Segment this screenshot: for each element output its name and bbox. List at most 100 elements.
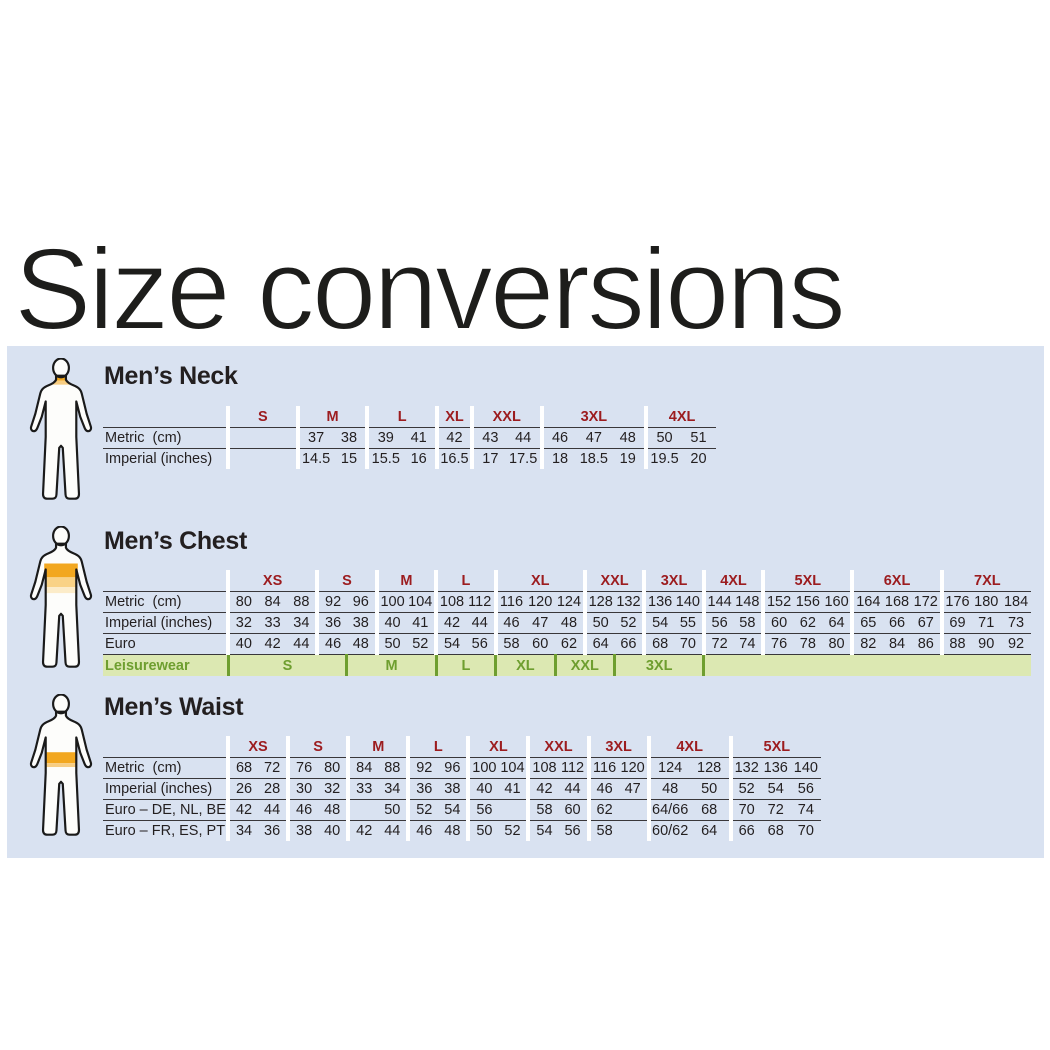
corner-cell [103,736,228,758]
mens-waist-size-table: XS S M L XL XXL 3XL 4XL 5XL Metric (cm) 68 72 76 80 84… [103,736,821,841]
row-label: Imperial (inches) [103,778,228,800]
size-value-cell: 32 [226,612,258,634]
size-data-row: Metric (cm) 37 38 39 41 42 43 44 46 47 48 50 51 [103,427,716,449]
size-value-cell: 58 [586,820,619,841]
size-value-cell: 58 [733,612,764,634]
size-group-label: XS [225,736,289,758]
size-value-cell: 40 [374,612,407,634]
row-label: Euro [103,633,228,655]
size-group-label: 4XL [644,406,716,428]
leisurewear-band-label: M [345,654,437,676]
size-group-label: 3XL [642,570,704,592]
size-group-label: XXL [469,406,542,428]
size-value-cell: 33 [257,612,288,634]
section-heading-mens-chest: Men’s Chest [104,527,248,555]
size-group-label: XL [466,736,529,758]
size-value-cell: 52 [504,823,521,839]
size-value-cell: 168 [882,591,912,613]
section-heading-mens-neck: Men’s Neck [104,362,238,390]
size-value-cell: 84 [882,633,912,655]
size-value-cell: 64 [822,612,853,634]
size-value-cell: 100 [374,591,407,613]
size-value-cell: 80 [822,633,853,655]
size-value-cell: 70 [728,799,761,821]
size-value-cell: 54 [760,778,791,800]
size-value-cell: 100 [466,757,499,779]
size-value-cell: 72 [701,633,734,655]
leisurewear-label: Leisurewear [103,654,228,676]
corner-cell [103,406,228,428]
size-value-cell: 56 [465,633,496,655]
size-value-cell: 120 [618,757,649,779]
size-group-label: 6XL [850,570,942,592]
size-data-row: Metric (cm) 68 72 76 80 84 88 92 96 100 104 108 112 1… [103,757,821,779]
size-value-cell: 96 [346,591,377,613]
page-title: Size conversions [13,223,847,354]
size-value-cell: 26 [225,778,259,800]
size-value-cell: 136 [760,757,791,779]
size-value-cell: 20 [690,451,707,467]
size-value-cell: 42 [225,799,259,821]
size-value-cell: 160 [822,591,853,613]
size-value-cell: 96 [438,757,469,779]
size-data-row: Imperial (inches) 32 33 34 36 38 40 41 42 44 46 47 4… [103,612,1031,634]
size-group-label: 4XL [701,570,764,592]
size-value-cell: 62 [586,799,619,821]
size-group-label: XXL [526,736,589,758]
size-value-cell: 184 [1001,591,1031,613]
size-value-cell: 19 [619,451,636,467]
size-group-label: XL [493,570,585,592]
leisurewear-band-label: 3XL [613,654,704,676]
size-value-cell: 15.5 [365,448,403,469]
size-group-label: 7XL [939,570,1031,592]
row-label: Metric (cm) [103,591,228,613]
size-value-cell: 46 [286,799,319,821]
size-value-cell: 88 [287,591,318,613]
size-group-label: L [434,570,496,592]
size-value-cell: 47 [525,612,556,634]
size-value-cell: 69 [939,612,972,634]
size-value-cell: 44 [258,799,289,821]
size-value-cell: 48 [444,823,461,839]
size-value-cell: 48 [646,778,690,800]
size-value-cell: 41 [402,427,438,449]
size-value-cell: 124 [555,591,585,613]
corner-cell [103,570,228,592]
size-value-cell: 18.5 [579,451,608,467]
size-value-cell: 39 [365,427,403,449]
size-value-cell: 56 [564,823,581,839]
size-value-cell: 108 [526,757,559,779]
size-value-cell: 52 [728,778,761,800]
size-group-label: XL [435,406,472,428]
size-data-row: Euro – FR, ES, PT 34 36 38 40 42 44 46 48 50 52 54 5… [103,820,821,841]
size-data-row: Imperial (inches) 26 28 30 32 33 34 36 38 40 41 42 4… [103,778,821,800]
size-value-cell: 66 [882,612,912,634]
male-figure-waist-highlight-icon [29,694,93,836]
size-value-cell: 84 [346,757,379,779]
row-label: Imperial (inches) [105,451,213,467]
size-value-cell: 112 [558,757,589,779]
size-value-cell: 44 [558,778,589,800]
size-value-cell: 40 [466,778,499,800]
size-value-cell: 92 [315,591,347,613]
size-value-cell [346,799,379,821]
size-value-cell: 48 [611,427,647,449]
size-group-label: M [346,736,409,758]
size-value-cell: 156 [792,591,823,613]
size-value-cell: 68 [225,757,259,779]
size-value-cell: 140 [674,591,704,613]
size-value-cell: 54 [438,799,469,821]
size-group-header-row: XS S M L XL XXL 3XL 4XL 5XL [103,736,821,758]
size-value-cell: 50 [378,799,409,821]
size-value-cell: 48 [346,633,377,655]
size-value-cell: 132 [614,591,645,613]
size-value-cell: 34 [378,778,409,800]
size-value-cell: 44 [287,633,318,655]
size-value-cell: 172 [911,591,942,613]
size-value-cell: 90 [971,633,1002,655]
size-group-label: XXL [582,570,645,592]
size-value-cell: 46 [586,778,619,800]
size-value-cell: 56 [701,612,734,634]
size-value-cell: 42 [434,612,466,634]
size-value-cell: 92 [1001,633,1031,655]
